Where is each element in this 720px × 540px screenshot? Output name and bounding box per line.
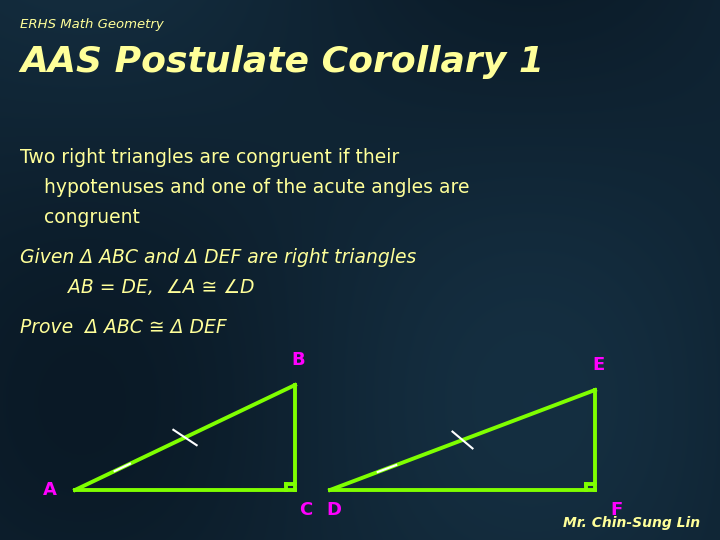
Text: AAS Postulate Corollary 1: AAS Postulate Corollary 1 <box>20 45 544 79</box>
Text: E: E <box>593 356 605 374</box>
Text: A: A <box>43 481 57 499</box>
Text: Two right triangles are congruent if their: Two right triangles are congruent if the… <box>20 148 400 167</box>
Text: ERHS Math Geometry: ERHS Math Geometry <box>20 18 164 31</box>
Text: D: D <box>326 501 341 519</box>
Text: B: B <box>292 351 305 369</box>
Text: F: F <box>611 501 623 519</box>
Text: Prove  Δ ABC ≅ Δ DEF: Prove Δ ABC ≅ Δ DEF <box>20 318 227 337</box>
Text: Mr. Chin-Sung Lin: Mr. Chin-Sung Lin <box>563 516 700 530</box>
Text: congruent: congruent <box>20 208 140 227</box>
Text: AB = DE,  ∠A ≅ ∠D: AB = DE, ∠A ≅ ∠D <box>20 278 255 297</box>
Text: Given Δ ABC and Δ DEF are right triangles: Given Δ ABC and Δ DEF are right triangle… <box>20 248 416 267</box>
Text: hypotenuses and one of the acute angles are: hypotenuses and one of the acute angles … <box>20 178 469 197</box>
Text: C: C <box>300 501 312 519</box>
